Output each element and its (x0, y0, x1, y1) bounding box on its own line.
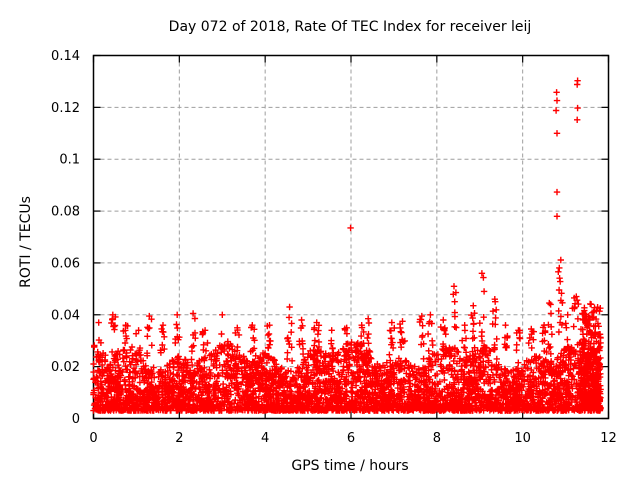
scatter-markers (90, 77, 604, 414)
plot-border (92, 54, 610, 420)
y-tick-label: 0.06 (51, 256, 80, 271)
x-tick-label: 12 (600, 431, 617, 446)
y-tick-label: 0.1 (59, 153, 80, 168)
y-tick-label: 0.08 (51, 205, 80, 220)
y-tick-label: 0 (72, 412, 80, 427)
x-tick-label: 4 (261, 431, 269, 446)
data-points (90, 77, 604, 414)
y-tick-label: 0.12 (51, 101, 80, 116)
x-tick-label: 10 (514, 431, 531, 446)
x-axis-label: GPS time / hours (291, 458, 408, 474)
y-tick-label: 0.04 (51, 308, 80, 323)
chart-title: Day 072 of 2018, Rate Of TEC Index for r… (169, 19, 532, 35)
y-tick-label: 0.14 (51, 49, 80, 64)
x-tick-label: 8 (433, 431, 441, 446)
y-axis-label: ROTI / TECUs (18, 196, 34, 288)
x-tick-label: 6 (347, 431, 355, 446)
x-tick-label: 2 (175, 431, 183, 446)
tick-labels: 0 2 4 6 8 10 12 0 0.02 0.04 0.06 0.08 0.1 0.12 0.14 (51, 49, 617, 446)
y-tick-label: 0.02 (51, 360, 80, 375)
x-tick-label: 0 (89, 431, 97, 446)
